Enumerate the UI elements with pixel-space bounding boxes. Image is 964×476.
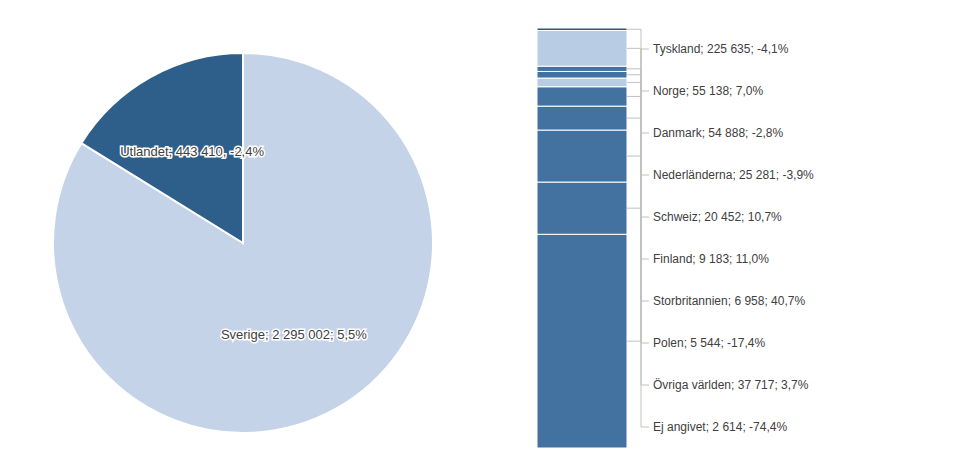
svg-text:Utlandet; 443 410, -2,4%: Utlandet; 443 410, -2,4% (120, 144, 264, 159)
svg-text:Schweiz; 20 452; 10,7%: Schweiz; 20 452; 10,7% (653, 210, 782, 224)
svg-text:Norge; 55 138; 7,0%: Norge; 55 138; 7,0% (653, 84, 763, 98)
svg-text:Finland; 9 183; 11,0%: Finland; 9 183; 11,0% (653, 252, 769, 266)
svg-text:Sverige; 2 295 002; 5,5%: Sverige; 2 295 002; 5,5% (221, 327, 367, 342)
svg-text:Storbritannien; 6 958; 40,7%: Storbritannien; 6 958; 40,7% (653, 294, 805, 308)
svg-text:Övriga världen; 37 717; 3,7%: Övriga världen; 37 717; 3,7% (653, 378, 809, 392)
svg-text:Nederländerna; 25 281; -3,9%: Nederländerna; 25 281; -3,9% (653, 168, 814, 182)
svg-text:Tyskland; 225 635; -4,1%: Tyskland; 225 635; -4,1% (653, 42, 789, 56)
svg-text:Danmark; 54 888; -2,8%: Danmark; 54 888; -2,8% (653, 126, 783, 140)
svg-text:Polen; 5 544; -17,4%: Polen; 5 544; -17,4% (653, 336, 765, 350)
svg-text:Ej angivet; 2 614; -74,4%: Ej angivet; 2 614; -74,4% (653, 420, 787, 434)
